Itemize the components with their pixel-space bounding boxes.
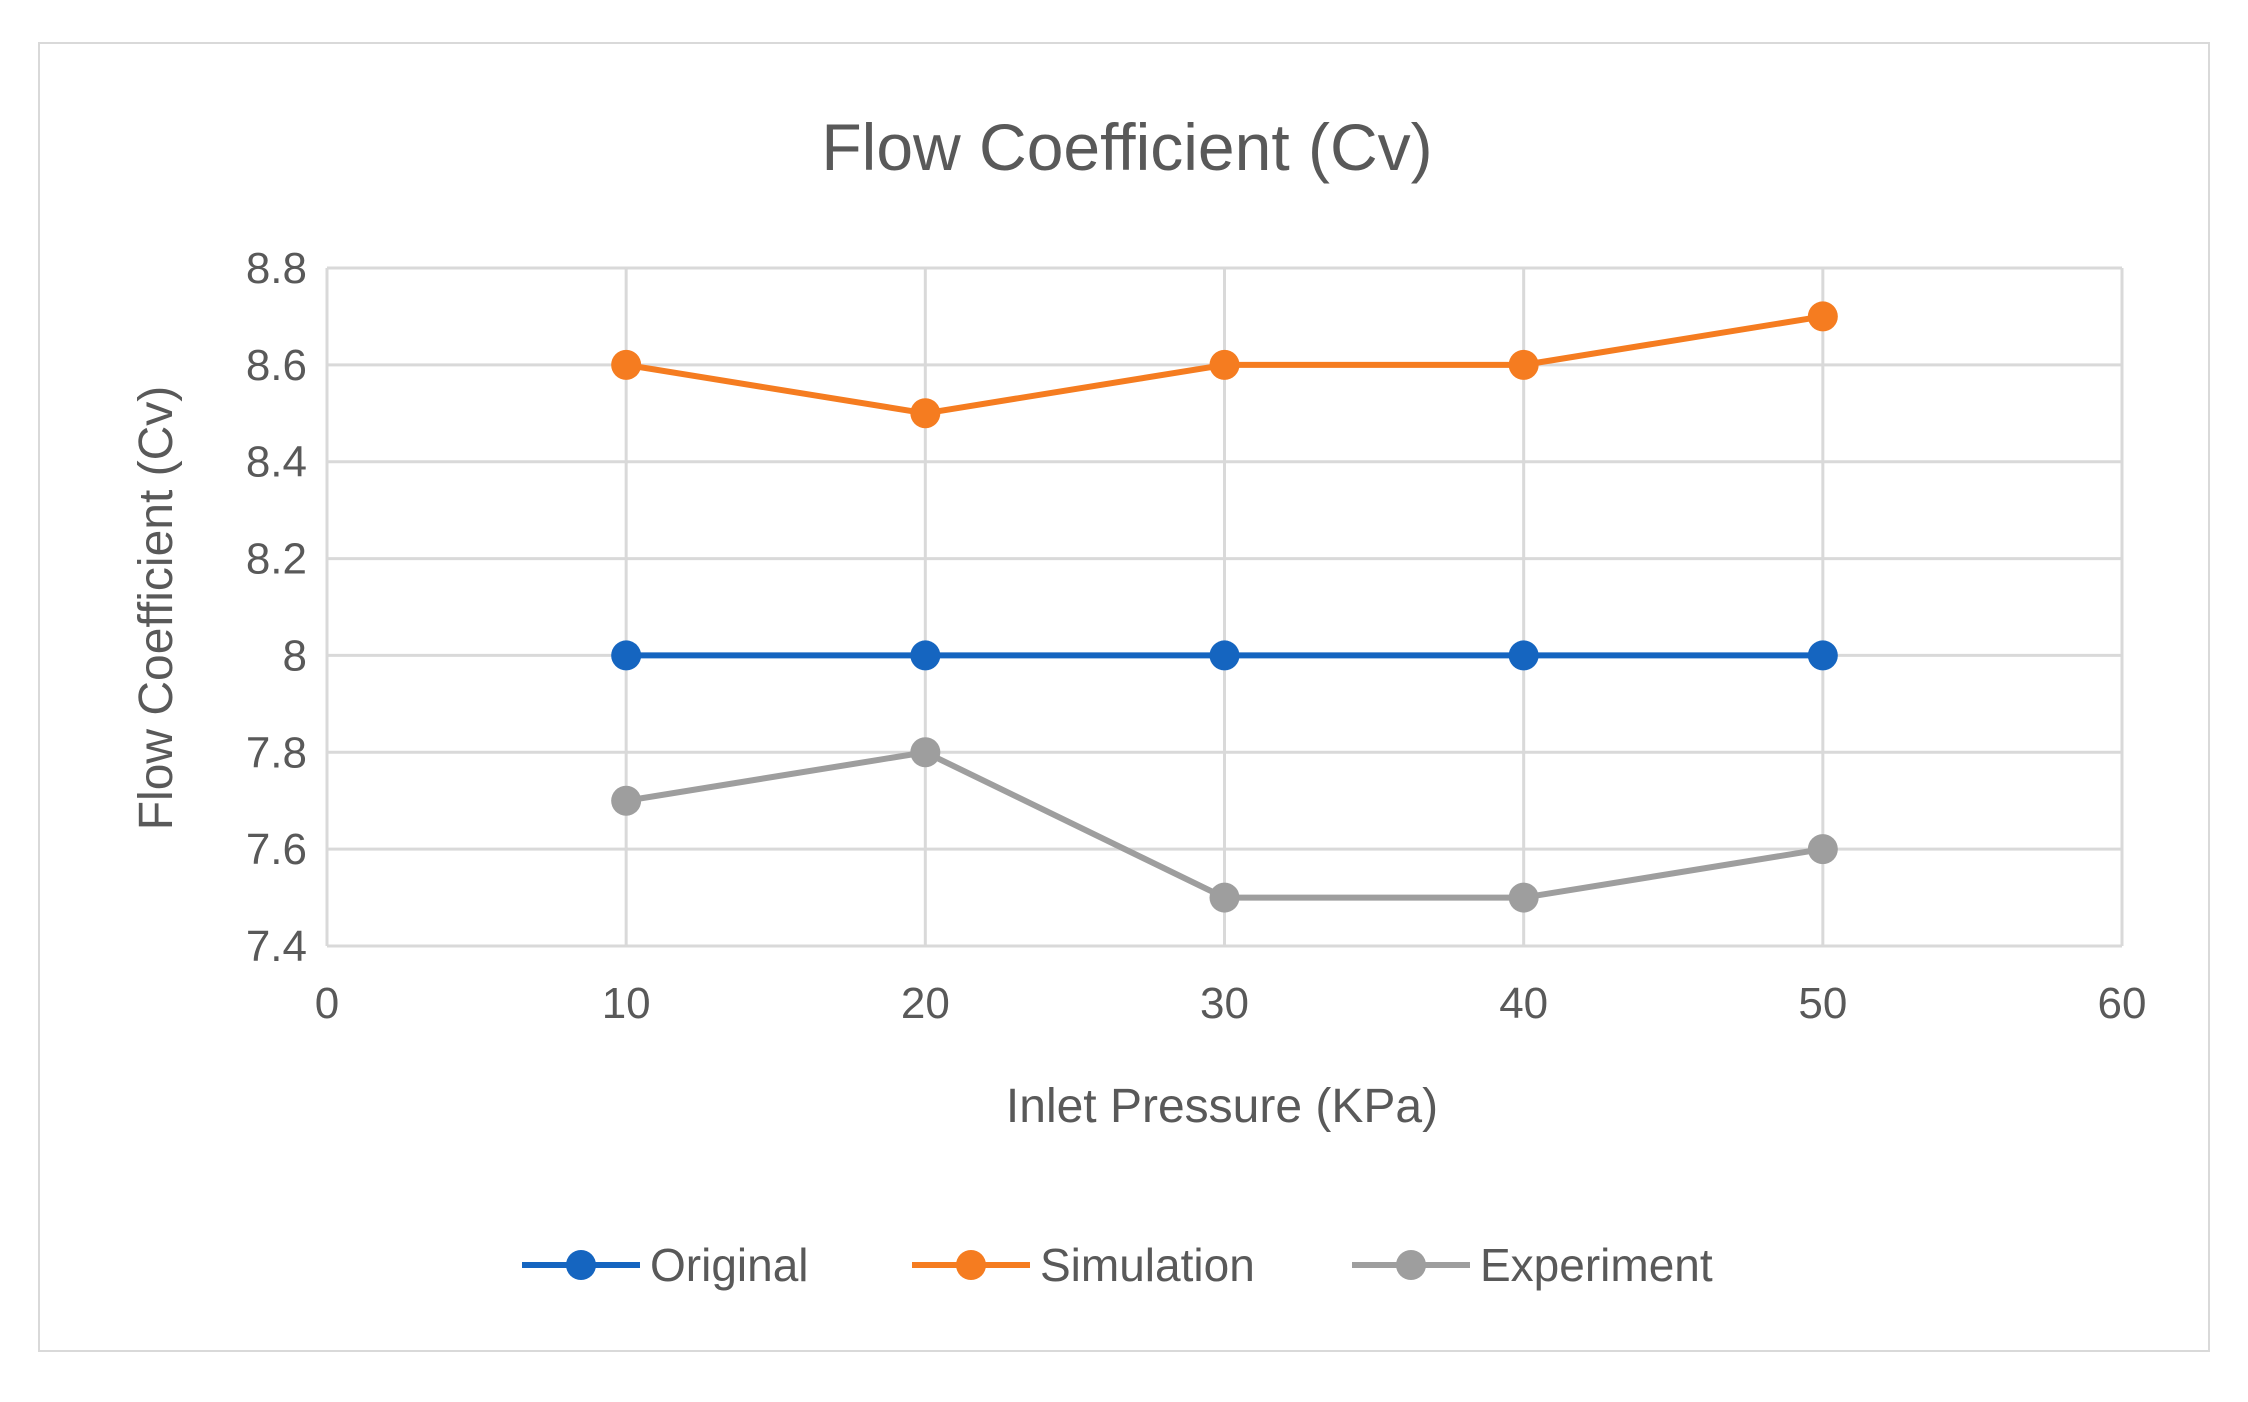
legend-label: Simulation [1040, 1239, 1255, 1291]
y-tick-label: 8.4 [246, 438, 307, 487]
data-point [1209, 640, 1240, 671]
data-point [1807, 640, 1838, 671]
y-axis-title: Flow Coefficient (Cv) [130, 386, 183, 831]
series-experiment [611, 737, 1838, 913]
x-tick-label: 60 [2098, 979, 2147, 1028]
data-point [611, 640, 642, 671]
y-tick-label: 8.8 [246, 244, 307, 293]
data-point [910, 398, 941, 429]
y-axis-ticks: 7.4 7.6 7.8 8 8.2 8.4 8.6 8.8 [246, 244, 307, 971]
legend-marker [566, 1250, 596, 1280]
chart-title: Flow Coefficient (Cv) [821, 110, 1432, 184]
legend: Original Simulation Experiment [522, 1239, 1713, 1291]
series-original [611, 640, 1838, 671]
data-point [910, 737, 941, 768]
data-point [1807, 301, 1838, 332]
data-point [910, 640, 941, 671]
data-point [611, 349, 642, 380]
legend-label: Experiment [1480, 1239, 1713, 1291]
x-axis-ticks: 0 10 20 30 40 50 60 [315, 979, 2147, 1028]
y-tick-label: 8 [283, 631, 307, 680]
series-simulation [611, 301, 1838, 429]
legend-marker [1396, 1250, 1426, 1280]
data-point [611, 785, 642, 816]
legend-marker [956, 1250, 986, 1280]
data-point [1209, 882, 1240, 913]
y-tick-label: 7.4 [246, 922, 307, 971]
x-tick-label: 10 [602, 979, 651, 1028]
data-point [1508, 882, 1539, 913]
y-tick-label: 8.2 [246, 535, 307, 584]
x-axis-title: Inlet Pressure (KPa) [1006, 1080, 1438, 1133]
gridlines [325, 266, 2124, 948]
y-tick-label: 8.6 [246, 341, 307, 390]
legend-item-experiment: Experiment [1352, 1239, 1713, 1291]
data-point [1508, 640, 1539, 671]
x-tick-label: 20 [901, 979, 950, 1028]
series-layer [611, 301, 1838, 913]
data-point [1807, 834, 1838, 865]
legend-label: Original [650, 1239, 809, 1291]
y-tick-label: 7.8 [246, 728, 307, 777]
x-tick-label: 30 [1200, 979, 1249, 1028]
chart-frame [38, 42, 2210, 1352]
data-point [1508, 349, 1539, 380]
x-tick-label: 40 [1499, 979, 1548, 1028]
legend-item-simulation: Simulation [912, 1239, 1255, 1291]
y-tick-label: 7.6 [246, 825, 307, 874]
x-tick-label: 0 [315, 979, 339, 1028]
x-tick-label: 50 [1798, 979, 1847, 1028]
legend-item-original: Original [522, 1239, 809, 1291]
data-point [1209, 349, 1240, 380]
